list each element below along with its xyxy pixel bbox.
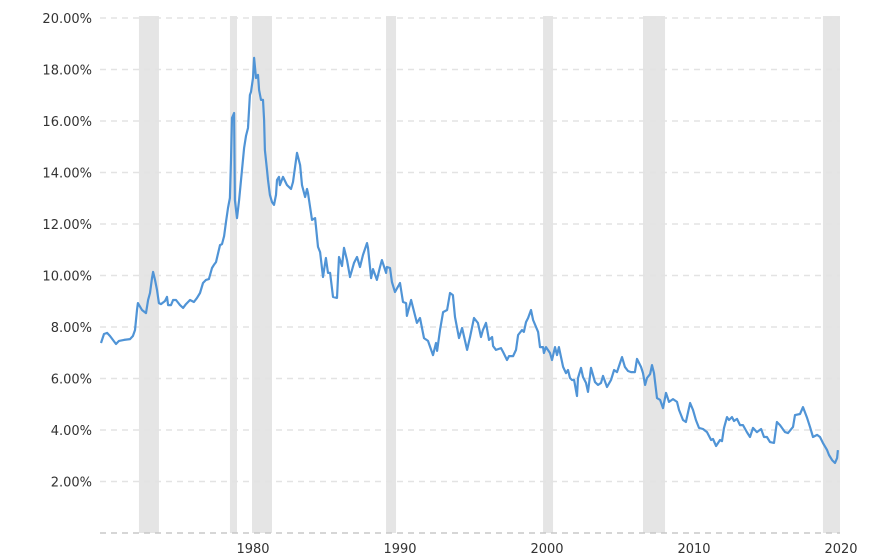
y-tick-label: 12.00%	[42, 218, 92, 233]
y-tick-label: 16.00%	[42, 115, 92, 130]
series-line	[99, 56, 839, 465]
shaded-period	[138, 16, 159, 533]
x-tick-label: 2010	[677, 542, 710, 557]
shaded-period	[822, 16, 840, 533]
y-tick-label: 6.00%	[51, 373, 92, 388]
shaded-period	[643, 16, 666, 533]
x-tick-label: 2020	[824, 542, 857, 557]
y-tick-label: 8.00%	[51, 321, 92, 336]
y-tick-label: 20.00%	[42, 12, 92, 27]
x-tick-label: 1980	[236, 542, 269, 557]
shaded-periods	[138, 16, 840, 533]
gridlines	[100, 17, 840, 534]
x-tick-label: 1990	[383, 542, 416, 557]
x-axis-labels: 1980 1990 2000 2010 2020	[236, 542, 857, 557]
series-layer	[99, 56, 839, 465]
shaded-period	[543, 16, 554, 533]
y-tick-label: 18.00%	[42, 64, 92, 79]
x-tick-label: 2000	[530, 542, 563, 557]
y-axis-labels: 2.00% 4.00% 6.00% 8.00% 10.00% 12.00% 14.00% 16…	[42, 12, 92, 491]
y-tick-label: 10.00%	[42, 270, 92, 285]
y-tick-label: 4.00%	[51, 424, 92, 439]
shaded-period	[229, 16, 238, 533]
y-tick-label: 14.00%	[42, 167, 92, 182]
y-tick-label: 2.00%	[51, 476, 92, 491]
shaded-period	[251, 16, 272, 533]
